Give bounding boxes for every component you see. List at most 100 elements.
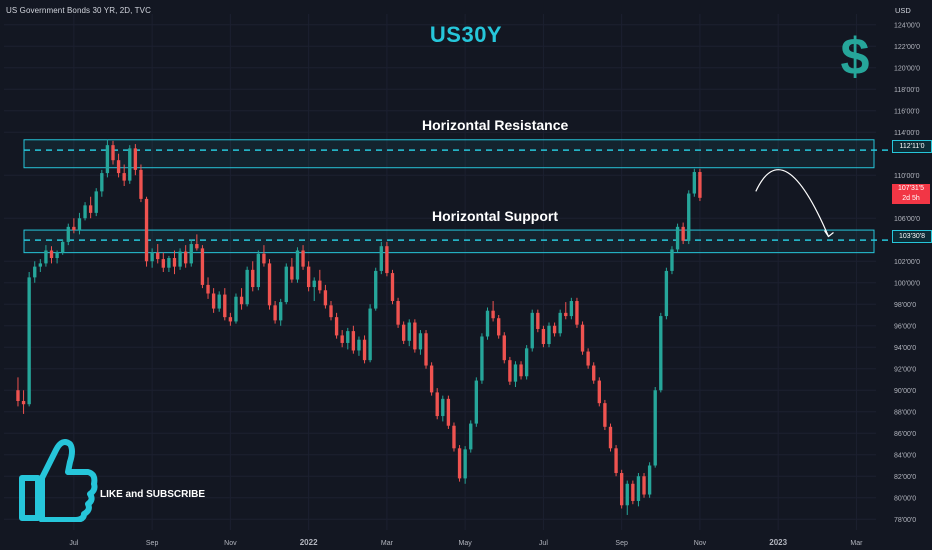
candle-body bbox=[575, 301, 579, 325]
candle-body bbox=[457, 448, 462, 479]
support-label: Horizontal Support bbox=[432, 208, 558, 224]
candle-body bbox=[485, 310, 490, 337]
candle-body bbox=[77, 218, 82, 231]
x-tick-label: Sep bbox=[146, 540, 159, 547]
candle-body bbox=[234, 296, 238, 322]
candle-body bbox=[189, 244, 193, 264]
candle-body bbox=[133, 148, 138, 170]
candle-body bbox=[329, 305, 333, 318]
y-tick-label: 100'00'0 bbox=[894, 280, 920, 287]
candle-body bbox=[625, 483, 629, 506]
resistance-price-tag: 112'11'0 bbox=[892, 140, 932, 153]
candle-body bbox=[33, 266, 37, 278]
candle-body bbox=[362, 339, 367, 361]
candle-body bbox=[262, 253, 266, 264]
grid-layer bbox=[4, 14, 876, 530]
y-tick-label: 80'00'0 bbox=[894, 495, 916, 502]
chart-headline: US30Y bbox=[429, 22, 503, 47]
candle-body bbox=[396, 301, 400, 325]
candle-body bbox=[558, 312, 562, 334]
candle-body bbox=[27, 277, 31, 405]
y-tick-label: 78'00'0 bbox=[894, 517, 916, 524]
candle-body bbox=[524, 348, 529, 377]
y-tick-label: 88'00'0 bbox=[894, 409, 916, 416]
candle-body bbox=[647, 465, 652, 495]
candle-body bbox=[306, 266, 311, 288]
candle-body bbox=[111, 145, 115, 161]
candle-body bbox=[167, 258, 171, 268]
candle-body bbox=[323, 290, 328, 306]
candle-body bbox=[502, 335, 506, 361]
resistance-label: Horizontal Resistance bbox=[422, 117, 569, 133]
candle-body bbox=[122, 173, 126, 181]
y-tick-label: 102'00'0 bbox=[894, 259, 920, 266]
candle-body bbox=[508, 360, 512, 382]
x-tick-label: Nov bbox=[224, 540, 237, 547]
candle-body bbox=[245, 269, 249, 305]
candle-body bbox=[44, 250, 48, 264]
y-tick-label: 118'00'0 bbox=[894, 87, 920, 94]
y-tick-label: 120'00'0 bbox=[894, 65, 920, 72]
candle-body bbox=[100, 173, 104, 192]
resistance-zone bbox=[23, 139, 875, 169]
candle-body bbox=[592, 365, 596, 381]
candle-body bbox=[552, 325, 557, 334]
candle-body bbox=[312, 280, 316, 288]
candle-body bbox=[435, 392, 439, 417]
candle-body bbox=[368, 308, 372, 361]
candle-body bbox=[156, 252, 160, 260]
y-tick-label: 86'00'0 bbox=[894, 431, 916, 438]
candle-body bbox=[144, 198, 149, 262]
candle-body bbox=[608, 426, 613, 449]
candle-body bbox=[66, 226, 70, 242]
candle-body bbox=[580, 324, 585, 352]
symbol-title: US Government Bonds 30 YR, 2D, TVC bbox=[6, 6, 151, 15]
candle-body bbox=[603, 403, 607, 427]
candle-body bbox=[211, 293, 216, 309]
candle-body bbox=[631, 483, 635, 501]
projection-path bbox=[755, 169, 830, 237]
y-tick-label: 82'00'0 bbox=[894, 474, 916, 481]
candle-body bbox=[273, 305, 277, 321]
candle-body bbox=[139, 169, 143, 199]
candle-body bbox=[497, 318, 501, 336]
candle-body bbox=[687, 193, 691, 241]
candle-body bbox=[161, 259, 165, 268]
candle-body bbox=[256, 253, 261, 288]
candle-body bbox=[334, 317, 339, 336]
candle-body bbox=[519, 364, 523, 377]
x-tick-label: Jul bbox=[69, 540, 78, 547]
currency-unit: USD bbox=[895, 6, 911, 15]
candle-body bbox=[340, 335, 344, 343]
candle-body bbox=[653, 390, 657, 466]
dollar-icon: $ bbox=[840, 28, 870, 86]
y-tick-label: 84'00'0 bbox=[894, 452, 916, 459]
candle-body bbox=[116, 160, 121, 174]
x-tick-label: 2023 bbox=[769, 538, 787, 547]
candle-body bbox=[38, 263, 43, 267]
candle-body bbox=[200, 248, 205, 285]
candle-body bbox=[217, 294, 221, 309]
candle-body bbox=[105, 145, 110, 174]
candle-body bbox=[88, 205, 93, 213]
x-tick-label: Nov bbox=[694, 540, 707, 547]
support-zone bbox=[23, 229, 875, 254]
y-tick-label: 94'00'0 bbox=[894, 345, 916, 352]
x-tick-label: Jul bbox=[539, 540, 548, 547]
y-tick-label: 90'00'0 bbox=[894, 388, 916, 395]
thumbs-up-icon[interactable] bbox=[16, 432, 98, 527]
cta-text: LIKE and SUBSCRIBE bbox=[100, 489, 206, 500]
candle-body bbox=[374, 270, 378, 309]
y-tick-label: 96'00'0 bbox=[894, 323, 916, 330]
candle-body bbox=[178, 251, 182, 267]
candle-body bbox=[698, 172, 702, 198]
candle-body bbox=[239, 296, 244, 305]
candle-body bbox=[474, 380, 479, 424]
candle-body bbox=[642, 476, 646, 495]
candle-body bbox=[172, 258, 177, 267]
candle-body bbox=[83, 205, 87, 219]
x-tick-label: 2022 bbox=[300, 538, 318, 547]
y-tick-label: 122'00'0 bbox=[894, 44, 920, 51]
